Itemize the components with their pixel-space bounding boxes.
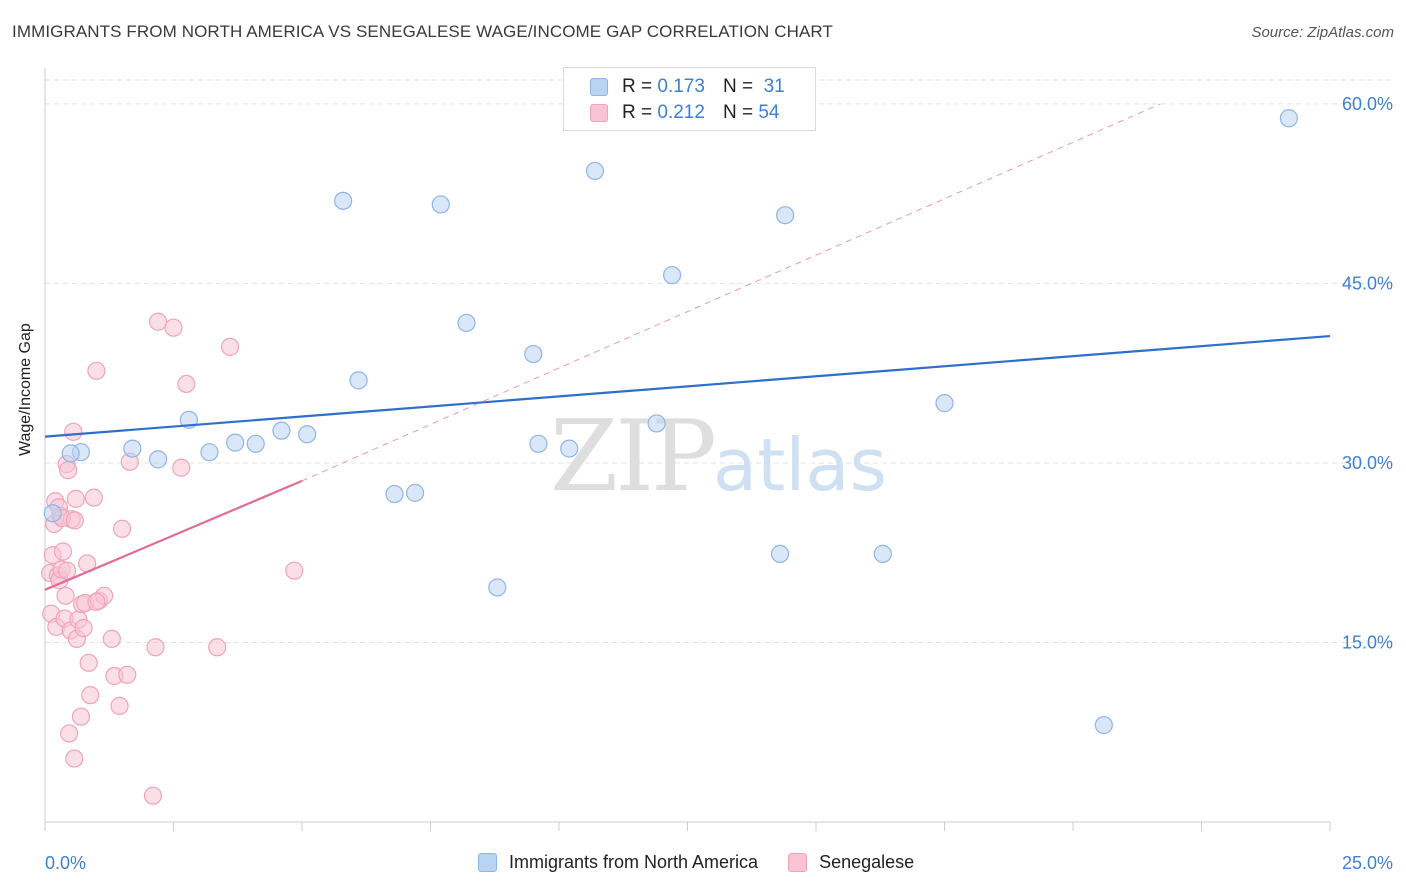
senegalese-point bbox=[208, 638, 227, 657]
north-america-point bbox=[246, 434, 265, 453]
senegalese-point bbox=[64, 422, 83, 441]
legend-item-north-america[interactable]: Immigrants from North America bbox=[478, 852, 758, 873]
x-tick-label: 0.0% bbox=[45, 853, 86, 873]
north-america-point bbox=[405, 483, 425, 502]
senegalese-point bbox=[84, 488, 103, 507]
north-america-point bbox=[560, 439, 579, 458]
north-america-point bbox=[298, 425, 317, 444]
north-america-point bbox=[226, 433, 245, 452]
north-america-point bbox=[524, 344, 543, 364]
senegalese-point bbox=[112, 519, 132, 538]
north-america-trend-line bbox=[44, 334, 1331, 438]
axes bbox=[44, 68, 1331, 831]
chart-title: IMMIGRANTS FROM NORTH AMERICA VS SENEGAL… bbox=[12, 22, 833, 41]
north-america-point bbox=[1279, 109, 1298, 128]
legend-n-label: N = bbox=[722, 76, 754, 97]
north-america-point bbox=[770, 544, 790, 564]
senegalese-point bbox=[59, 461, 78, 480]
legend-row-senegalese: R = 0.212 N = 54 bbox=[590, 102, 779, 124]
legend-item-senegalese[interactable]: Senegalese bbox=[788, 852, 914, 873]
north-america-point bbox=[873, 544, 892, 564]
senegalese-point bbox=[285, 561, 304, 580]
north-america-point bbox=[935, 394, 954, 413]
north-america-point bbox=[488, 578, 507, 597]
senegalese-point bbox=[66, 489, 85, 508]
senegalese-point bbox=[143, 786, 163, 805]
senegalese-point bbox=[65, 511, 84, 530]
senegalese-point bbox=[146, 638, 165, 657]
senegalese-points bbox=[41, 312, 304, 805]
north-america-point bbox=[662, 265, 682, 285]
legend-r-label: R = bbox=[622, 102, 653, 123]
x-tick-label: 25.0% bbox=[1342, 853, 1393, 873]
watermark-atlas: atlas bbox=[713, 423, 887, 507]
legend-swatch-blue bbox=[590, 78, 608, 96]
north-america-point bbox=[385, 484, 404, 504]
legend-r-label: R = bbox=[622, 76, 653, 97]
legend-n-value: 31 bbox=[763, 76, 785, 97]
senegalese-point bbox=[56, 586, 75, 605]
legend-swatch-pink bbox=[590, 104, 608, 122]
senegalese-point bbox=[164, 318, 183, 337]
senegalese-point bbox=[87, 361, 106, 380]
y-axis-label: Wage/Income Gap bbox=[17, 323, 34, 456]
north-america-point bbox=[123, 439, 142, 458]
senegalese-point bbox=[81, 686, 100, 705]
watermark-zip: ZIP bbox=[550, 400, 714, 514]
legend-label-north-america: Immigrants from North America bbox=[509, 852, 759, 872]
stats-legend: R = 0.173 N = 31 R = 0.212 N = 54 bbox=[563, 67, 816, 131]
series-legend: Immigrants from North America Senegalese bbox=[478, 852, 914, 873]
senegalese-point bbox=[58, 561, 77, 580]
senegalese-point bbox=[79, 653, 98, 672]
y-tick-label: 30.0% bbox=[1342, 453, 1393, 473]
legend-swatch-blue bbox=[478, 853, 497, 872]
north-america-point bbox=[61, 444, 80, 463]
grid-lines bbox=[45, 79, 1392, 643]
legend-swatch-pink bbox=[788, 853, 808, 872]
legend-row-north-america: R = 0.173 N = 31 bbox=[590, 76, 785, 98]
legend-n-label: N = bbox=[722, 102, 754, 123]
senegalese-point bbox=[74, 619, 93, 638]
legend-label-senegalese: Senegalese bbox=[819, 852, 915, 872]
senegalese-point bbox=[87, 592, 106, 611]
senegalese-trend-extension bbox=[301, 103, 1161, 482]
north-america-point bbox=[776, 206, 795, 225]
north-america-point bbox=[200, 443, 219, 462]
y-tick-label: 60.0% bbox=[1342, 94, 1393, 114]
north-america-point bbox=[647, 414, 666, 433]
watermark: ZIP atlas bbox=[550, 400, 887, 514]
legend-r-value: 0.173 bbox=[657, 76, 705, 97]
trend-lines bbox=[44, 103, 1331, 591]
source-credit: Source: ZipAtlas.com bbox=[1251, 24, 1394, 41]
senegalese-point bbox=[220, 337, 240, 356]
senegalese-trend-line bbox=[44, 479, 303, 591]
north-america-point bbox=[1094, 715, 1113, 735]
north-america-point bbox=[457, 313, 476, 333]
senegalese-point bbox=[53, 542, 73, 561]
senegalese-point bbox=[177, 374, 196, 394]
north-america-point bbox=[272, 421, 291, 440]
senegalese-point bbox=[65, 749, 84, 768]
senegalese-point bbox=[102, 629, 121, 648]
north-america-point bbox=[43, 504, 62, 523]
senegalese-point bbox=[110, 696, 129, 716]
north-america-point bbox=[431, 195, 450, 214]
senegalese-point bbox=[118, 665, 137, 684]
y-tick-label: 15.0% bbox=[1342, 632, 1393, 652]
north-america-point bbox=[529, 434, 548, 453]
north-america-point bbox=[349, 371, 368, 390]
tick-labels: 15.0% 30.0% 45.0% 60.0% 0.0% 25.0% bbox=[45, 94, 1393, 873]
legend-n-value: 54 bbox=[758, 102, 780, 123]
senegalese-point bbox=[60, 724, 79, 743]
north-america-point bbox=[148, 450, 168, 469]
senegalese-point bbox=[71, 707, 91, 726]
senegalese-point bbox=[172, 458, 191, 477]
legend-r-value: 0.212 bbox=[657, 102, 705, 123]
north-america-point bbox=[585, 161, 605, 181]
senegalese-point bbox=[148, 312, 168, 331]
y-tick-label: 45.0% bbox=[1342, 273, 1393, 293]
north-america-point bbox=[334, 191, 353, 210]
